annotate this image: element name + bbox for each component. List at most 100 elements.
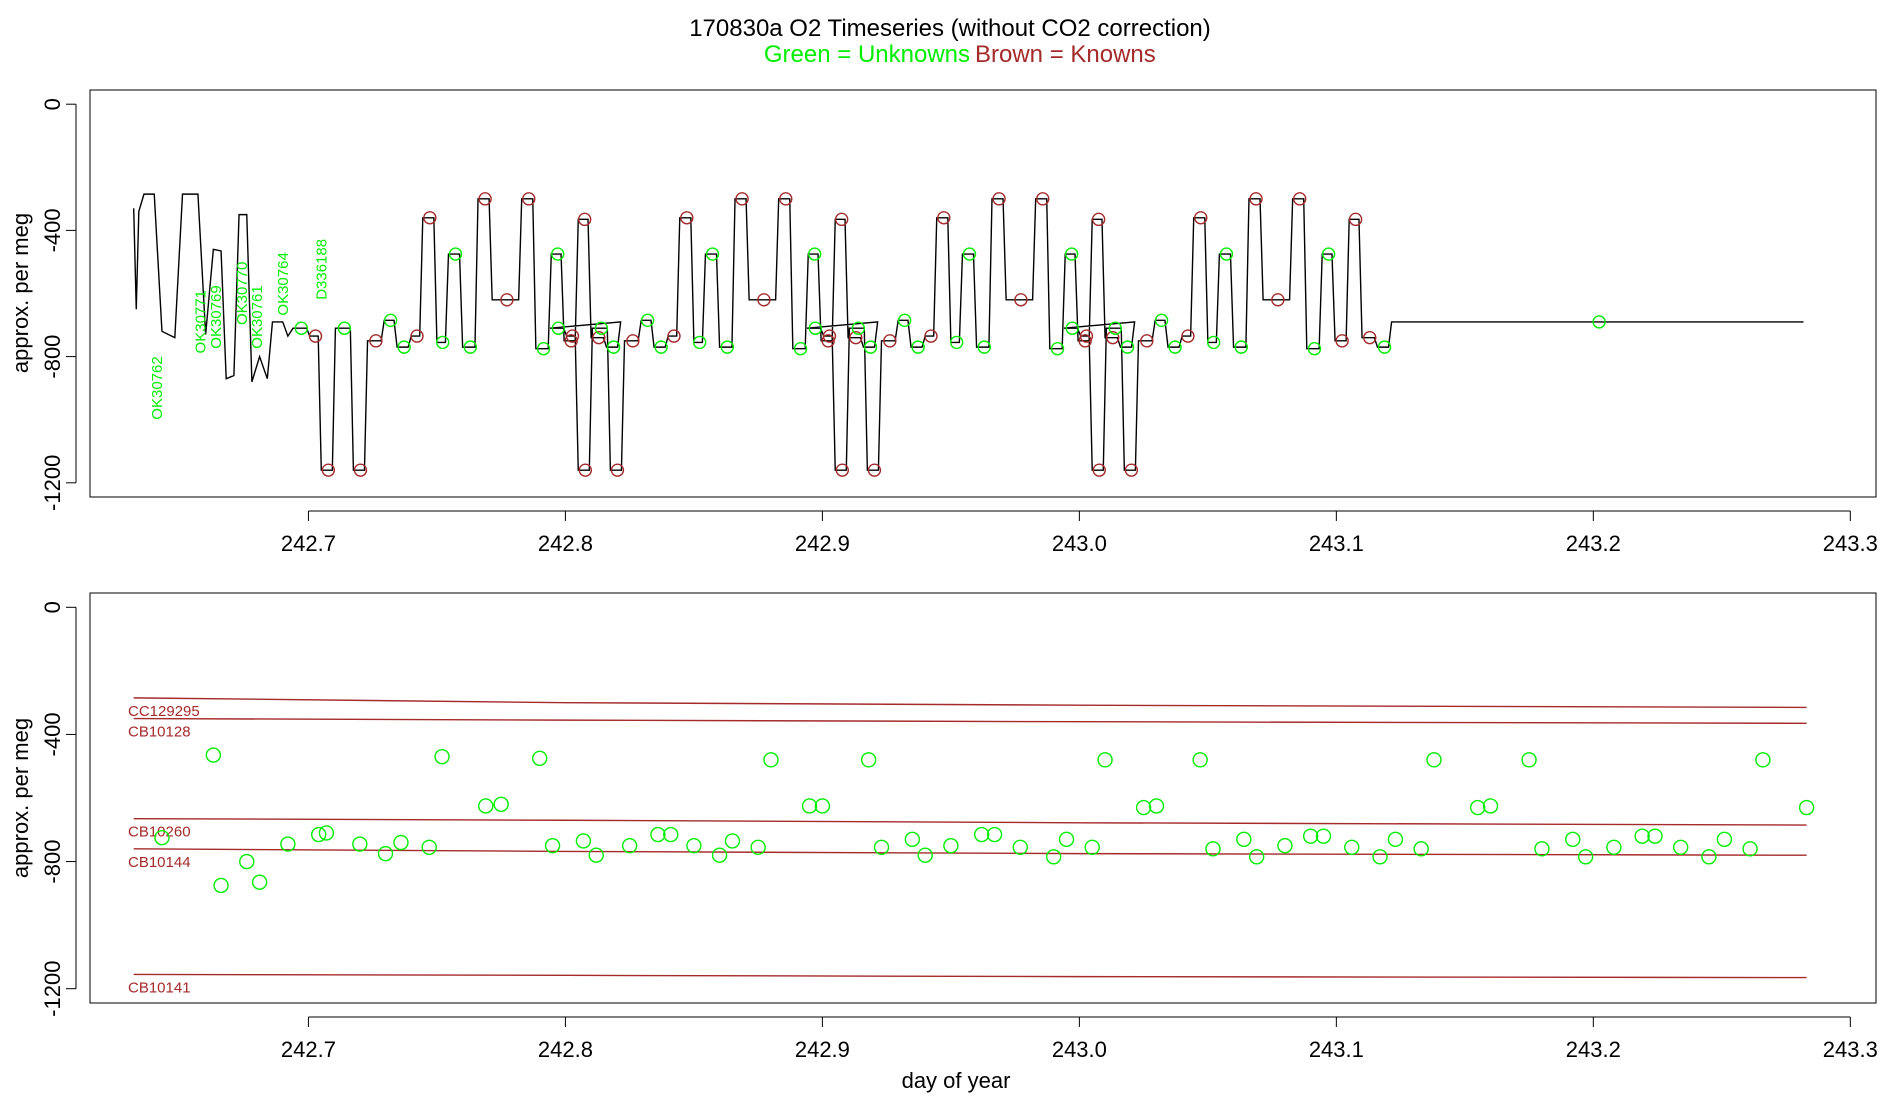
known-marker: [321, 463, 336, 477]
unknown-point: [1135, 799, 1152, 816]
y-axis-label-bottom: approx. per meg: [8, 718, 33, 878]
unknown-point: [1701, 849, 1717, 865]
unknown-point: [1387, 831, 1404, 848]
known-marker: [1181, 329, 1195, 343]
sample-label: OK30762: [149, 356, 166, 419]
unknown-marker: [962, 247, 977, 261]
unknown-marker: [1168, 340, 1182, 354]
unknown-point: [544, 837, 561, 854]
y-axis-label-top: approx. per meg: [8, 213, 33, 373]
top-y-tick-label: 0: [40, 98, 65, 110]
unknown-marker: [294, 321, 309, 335]
unknown-point: [1344, 839, 1360, 855]
unknown-marker: [551, 321, 566, 335]
unknown-point: [904, 831, 921, 848]
unknown-point: [421, 839, 437, 855]
known-marker: [308, 329, 323, 343]
bottom-x-tick-label: 243.0: [1052, 1037, 1107, 1062]
bottom-y-tick-label: 0: [40, 601, 65, 613]
unknown-point: [1521, 752, 1537, 768]
known-line-cb10144: [133, 848, 1807, 856]
legend-knowns: Brown = Knowns: [975, 41, 1156, 68]
unknown-point: [575, 833, 592, 849]
unknown-marker: [1065, 321, 1080, 335]
sample-label: OK30771: [193, 290, 210, 353]
unknown-point: [434, 748, 450, 765]
unknown-point: [478, 798, 494, 814]
unknown-marker: [1592, 315, 1606, 329]
unknown-marker: [654, 340, 668, 354]
known-marker: [626, 334, 640, 348]
known-marker: [822, 329, 837, 343]
known-marker: [834, 212, 849, 227]
unknown-point: [1045, 849, 1062, 865]
unknown-point: [1716, 831, 1733, 848]
known-marker: [578, 463, 593, 477]
top-x-tick-label: 243.3: [1823, 531, 1878, 556]
known-marker: [577, 212, 592, 227]
unknown-marker: [606, 340, 621, 354]
known-marker: [992, 192, 1006, 206]
unknown-marker: [383, 313, 398, 328]
bottom-y-tick-label: -400: [40, 712, 65, 756]
unknown-point: [393, 834, 409, 851]
known-marker: [1124, 463, 1139, 477]
legend-unknowns: Green = Unknowns: [764, 41, 970, 68]
known-label: CC129295: [128, 703, 200, 720]
timeseries-panel: approx. per meg 0 -400 -800 -1200 242.7 242.8…: [8, 89, 1878, 556]
unknown-marker: [863, 340, 878, 354]
unknown-point: [1315, 828, 1332, 844]
unknown-point: [1534, 841, 1550, 857]
unknown-point: [1236, 831, 1252, 848]
unknown-marker: [977, 340, 991, 354]
unknown-marker: [448, 247, 463, 261]
unknown-point: [377, 845, 394, 862]
known-marker: [1079, 329, 1094, 343]
unknown-point: [1372, 849, 1388, 865]
unknown-point: [917, 847, 933, 863]
unknown-marker: [397, 340, 411, 354]
bottom-x-tick-label: 242.7: [281, 1037, 336, 1062]
top-x-tick-label: 242.8: [538, 531, 593, 556]
unknown-marker: [705, 247, 720, 261]
known-label: CB10141: [128, 979, 191, 996]
known-marker: [1194, 211, 1208, 225]
unknown-point: [814, 798, 831, 814]
known-marker: [1106, 330, 1120, 345]
unknown-point: [1742, 841, 1758, 857]
known-marker: [1293, 192, 1307, 206]
bottom-y-tick-label: -800: [40, 840, 65, 884]
known-marker: [849, 330, 863, 345]
unknown-point: [239, 853, 255, 870]
top-y-tick-label: -1200: [40, 455, 65, 511]
unknown-point: [1012, 839, 1028, 855]
bottom-x-tick-label: 242.9: [795, 1037, 850, 1062]
known-label: CB10144: [128, 854, 191, 871]
unknown-point: [724, 833, 741, 849]
unknown-marker: [793, 342, 808, 356]
top-y-tick-label: -400: [40, 208, 65, 252]
top-x-tick-label: 242.9: [795, 531, 850, 556]
unknown-point: [974, 826, 990, 843]
unknown-marker: [1219, 247, 1234, 261]
unknown-point: [1634, 828, 1650, 844]
unknown-point: [1647, 828, 1663, 844]
known-line-cb10141: [133, 973, 1807, 979]
known-marker: [1140, 334, 1154, 348]
known-marker: [478, 192, 492, 206]
top-x-tick-label: 243.0: [1052, 531, 1107, 556]
sample-label: OK30764: [275, 252, 292, 315]
known-marker: [1363, 330, 1377, 345]
unknown-point: [1577, 849, 1594, 865]
known-marker: [867, 463, 882, 477]
unknown-point: [1798, 799, 1815, 816]
known-line-cb10260: [133, 817, 1807, 826]
sample-label: OK30769: [208, 285, 225, 348]
unknown-point: [1192, 752, 1208, 768]
unknown-point: [588, 847, 604, 863]
summary-panel: approx. per meg day of year 0 -400 -800 -12…: [8, 592, 1878, 1093]
unknown-point: [1205, 841, 1221, 857]
unknown-point: [1606, 839, 1622, 855]
unknown-marker: [720, 340, 735, 354]
